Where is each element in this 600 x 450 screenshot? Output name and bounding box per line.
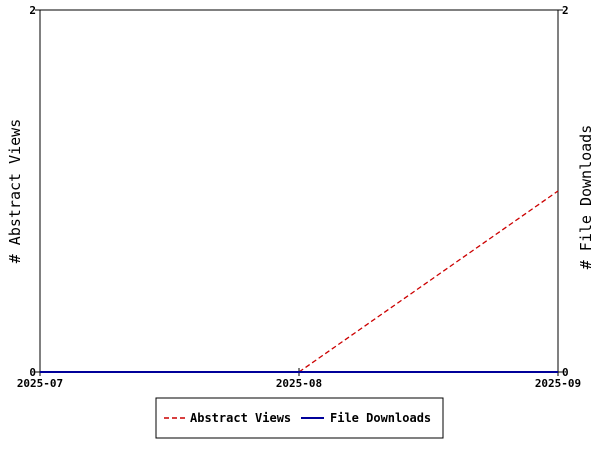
y-left-axis-ticks: 02 bbox=[29, 4, 40, 379]
plot-area bbox=[39, 9, 559, 373]
legend-label-abstract-views: Abstract Views bbox=[190, 411, 291, 425]
x-axis-ticks: 2025-07 2025-08 2025-09 bbox=[17, 368, 581, 390]
y-left-tick-label: 2 bbox=[29, 4, 36, 17]
y-right-axis-ticks: 02 bbox=[558, 4, 569, 379]
y-left-axis-title: # Abstract Views bbox=[6, 119, 24, 264]
series-line-abstract-views bbox=[298, 190, 559, 373]
x-tick-label: 2025-07 bbox=[17, 377, 63, 390]
x-tick-label: 2025-09 bbox=[535, 377, 581, 390]
y-left-tick-label: 0 bbox=[29, 366, 36, 379]
legend: Abstract Views File Downloads bbox=[155, 397, 444, 439]
series-layer bbox=[40, 190, 559, 373]
y-right-tick-label: 0 bbox=[562, 366, 569, 379]
y-right-axis-title: # File Downloads bbox=[577, 125, 595, 270]
x-tick-label: 2025-08 bbox=[276, 377, 322, 390]
y-right-tick-label: 2 bbox=[562, 4, 569, 17]
legend-box bbox=[155, 397, 444, 439]
legend-label-file-downloads: File Downloads bbox=[330, 411, 431, 425]
